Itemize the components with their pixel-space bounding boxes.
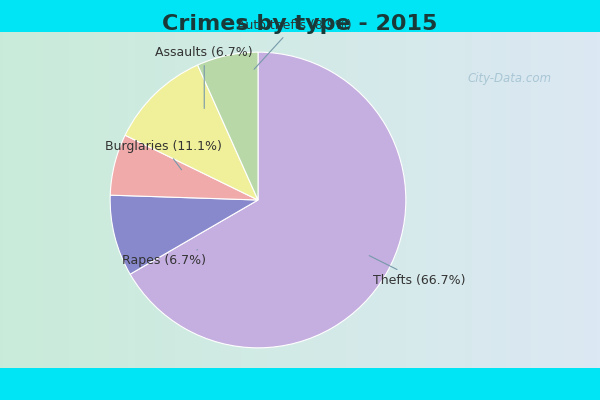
Text: Assaults (6.7%): Assaults (6.7%) <box>155 46 253 108</box>
Wedge shape <box>125 65 258 200</box>
Text: Crimes by type - 2015: Crimes by type - 2015 <box>163 14 437 34</box>
Text: Rapes (6.7%): Rapes (6.7%) <box>122 250 206 267</box>
Wedge shape <box>130 52 406 348</box>
Wedge shape <box>110 195 258 274</box>
Text: Auto thefts (8.9%): Auto thefts (8.9%) <box>237 19 352 69</box>
Wedge shape <box>197 52 258 200</box>
Wedge shape <box>110 135 258 200</box>
Text: City-Data.com: City-Data.com <box>468 72 552 85</box>
Text: Thefts (66.7%): Thefts (66.7%) <box>369 256 466 287</box>
Text: Burglaries (11.1%): Burglaries (11.1%) <box>106 140 223 170</box>
